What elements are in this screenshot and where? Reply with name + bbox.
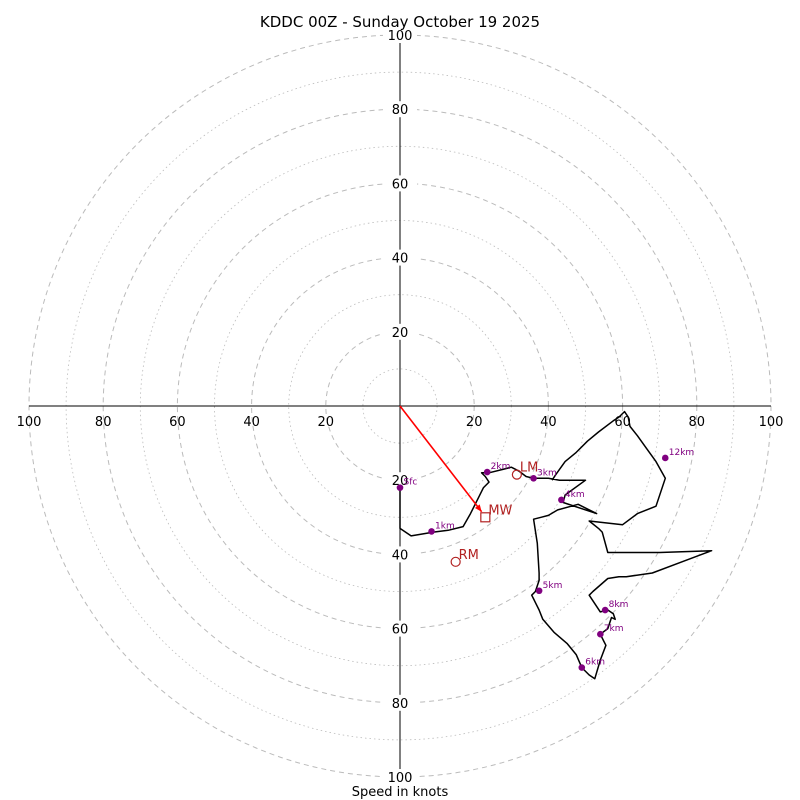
tick-bg-top-80 [383, 101, 417, 118]
tick-label-top-40: 40 [392, 252, 409, 267]
tick-bg-top-100 [383, 27, 417, 43]
tick-label-left-40: 40 [243, 415, 260, 430]
hodograph-series [399, 405, 713, 680]
height-label-2km: 2km [491, 462, 511, 472]
tick-bg-bottom-60 [383, 620, 417, 637]
tick-label-top-100: 100 [388, 29, 413, 44]
tick-label-top-60: 60 [392, 177, 409, 192]
hodograph-line [399, 410, 713, 680]
storm-motion-mw-label: MW [488, 503, 512, 518]
height-label-12km: 12km [669, 448, 694, 458]
tick-label-right-20: 20 [466, 415, 483, 430]
tick-label-right-60: 60 [614, 415, 631, 430]
storm-motion-rm-marker [450, 556, 461, 567]
annotations: Sfc 1km 2km 3km 4km 5km 6km 7km 8km 12km RM LM MW [396, 448, 694, 671]
chart-title: KDDC 00Z - Sunday October 19 2025 [260, 13, 540, 31]
tick-label-right-100: 100 [759, 415, 784, 430]
tick-bg-top-60 [383, 175, 417, 192]
tick-bg-bottom-100 [383, 769, 417, 785]
tick-label-left-20: 20 [318, 415, 335, 430]
tick-bg-top-20 [383, 323, 417, 340]
shear-vector-arrowhead [474, 504, 482, 512]
tick-label-bottom-100: 100 [388, 771, 413, 786]
tick-label-bottom-80: 80 [392, 697, 409, 712]
height-label-1km: 1km [435, 521, 455, 531]
height-marker-1km [428, 528, 435, 535]
tick-bg-bottom-20 [383, 472, 417, 489]
tick-label-left-100: 100 [17, 415, 42, 430]
tick-label-top-20: 20 [392, 326, 409, 341]
height-marker-8km [601, 606, 609, 614]
height-label-5km: 5km [543, 581, 563, 591]
height-label-sfc: Sfc [404, 478, 418, 488]
height-label-7km: 7km [604, 624, 624, 634]
storm-motion-lm-marker [511, 469, 522, 480]
tick-label-top-80: 80 [392, 103, 409, 118]
tick-label-bottom-60: 60 [392, 623, 409, 638]
x-axis-label: Speed in knots [352, 785, 449, 800]
height-label-6km: 6km [585, 658, 605, 668]
tick-bg-top-40 [383, 249, 417, 266]
height-marker-3km [530, 475, 537, 482]
shear-vector-line [399, 405, 483, 513]
height-marker-12km [661, 454, 669, 462]
tick-bg-bottom-80 [383, 694, 417, 711]
height-marker-7km [597, 630, 604, 638]
tick-labels: 20 40 60 80 100 20 40 60 80 100 100 80 60 40 20 20 40 60 8… [17, 27, 784, 786]
tick-label-bottom-20: 20 [392, 474, 409, 489]
height-marker-2km [483, 468, 491, 476]
height-marker-5km [535, 587, 543, 595]
tick-label-right-80: 80 [689, 415, 706, 430]
tick-bg-bottom-40 [383, 546, 417, 563]
height-label-4km: 4km [565, 490, 585, 500]
height-marker-sfc [396, 484, 404, 491]
storm-motion-rm-label: RM [459, 548, 479, 563]
tick-label-bottom-40: 40 [392, 548, 409, 563]
height-label-8km: 8km [609, 600, 629, 610]
height-marker-4km [558, 496, 565, 504]
height-marker-6km [578, 664, 586, 671]
tick-label-right-40: 40 [540, 415, 557, 430]
tick-label-left-60: 60 [169, 415, 186, 430]
storm-motion-lm-label: LM [520, 461, 538, 476]
storm-motion-mw-marker [480, 512, 491, 523]
height-label-3km: 3km [537, 468, 557, 478]
tick-label-left-80: 80 [95, 415, 112, 430]
